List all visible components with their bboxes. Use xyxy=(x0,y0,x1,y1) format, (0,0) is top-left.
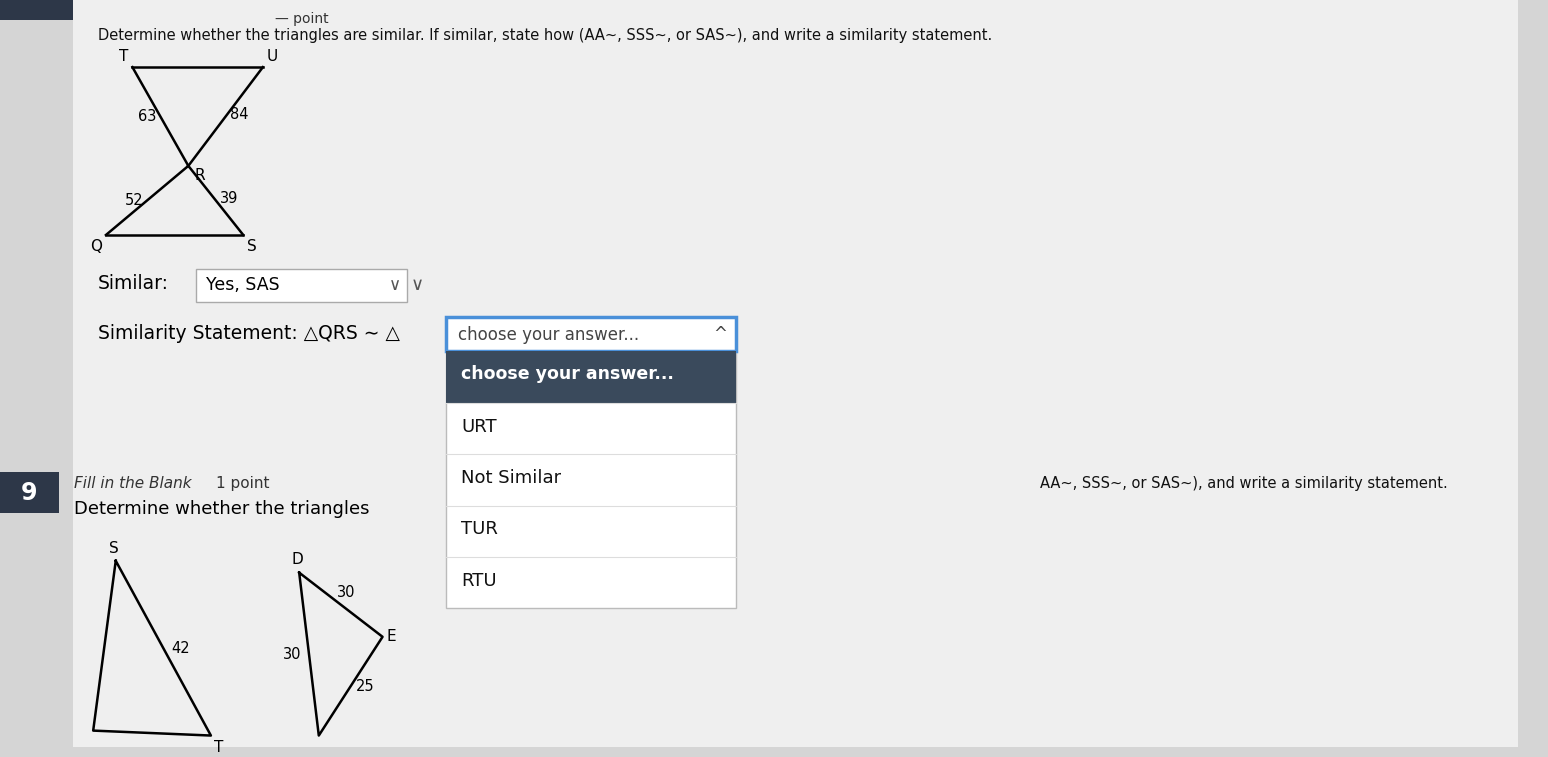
Text: 9: 9 xyxy=(22,481,37,505)
Text: RTU: RTU xyxy=(461,572,497,590)
Text: 1 point: 1 point xyxy=(215,476,269,491)
Text: 39: 39 xyxy=(220,191,238,206)
Text: S: S xyxy=(248,239,257,254)
Text: 63: 63 xyxy=(138,109,156,124)
FancyBboxPatch shape xyxy=(446,351,735,608)
FancyBboxPatch shape xyxy=(0,0,73,20)
Text: D: D xyxy=(291,552,303,567)
Text: R: R xyxy=(194,168,204,183)
Text: Determine whether the triangles: Determine whether the triangles xyxy=(74,500,368,518)
FancyBboxPatch shape xyxy=(73,0,1519,747)
Text: — point: — point xyxy=(274,12,328,26)
Text: ^: ^ xyxy=(714,325,728,343)
FancyBboxPatch shape xyxy=(446,317,735,351)
Text: Similar:: Similar: xyxy=(98,275,169,294)
Text: T: T xyxy=(119,49,128,64)
Text: S: S xyxy=(108,540,119,556)
Text: 84: 84 xyxy=(229,107,248,122)
Text: Fill in the Blank: Fill in the Blank xyxy=(74,476,192,491)
Text: Not Similar: Not Similar xyxy=(461,469,562,487)
Text: U: U xyxy=(266,49,279,64)
FancyBboxPatch shape xyxy=(0,472,59,513)
Text: 52: 52 xyxy=(124,193,144,208)
Text: T: T xyxy=(214,740,223,755)
Text: 25: 25 xyxy=(356,679,375,693)
Text: ∨: ∨ xyxy=(410,276,424,294)
Text: Q: Q xyxy=(90,239,102,254)
Text: URT: URT xyxy=(461,418,497,435)
Text: Similarity Statement: △QRS ∼ △: Similarity Statement: △QRS ∼ △ xyxy=(98,324,399,343)
FancyBboxPatch shape xyxy=(197,269,407,302)
Text: choose your answer...: choose your answer... xyxy=(458,326,639,344)
Text: 30: 30 xyxy=(336,585,354,600)
Text: E: E xyxy=(387,629,396,644)
Text: ∨: ∨ xyxy=(389,276,401,294)
Text: AA∼, SSS∼, or SAS∼), and write a similarity statement.: AA∼, SSS∼, or SAS∼), and write a similar… xyxy=(1040,476,1447,491)
Text: 42: 42 xyxy=(172,640,190,656)
Text: Yes, SAS: Yes, SAS xyxy=(206,276,280,294)
Text: choose your answer...: choose your answer... xyxy=(461,366,673,383)
FancyBboxPatch shape xyxy=(446,351,735,403)
Text: Determine whether the triangles are similar. If similar, state how (AA∼, SSS∼, o: Determine whether the triangles are simi… xyxy=(98,28,992,42)
Text: TUR: TUR xyxy=(461,520,498,538)
Text: 30: 30 xyxy=(283,646,302,662)
